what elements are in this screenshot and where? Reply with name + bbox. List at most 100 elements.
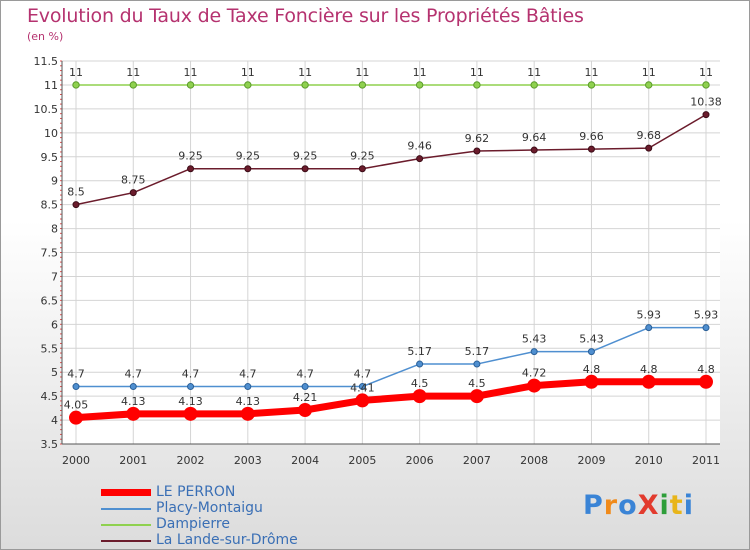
data-label-la-lande-sur-dr-me: 9.25 [350,150,375,163]
data-point-dampierre [702,81,710,89]
data-label-placy-montaigu: 4.7 [239,368,257,381]
data-label-placy-montaigu: 5.17 [407,345,432,358]
x-tick-label: 2002 [177,454,205,467]
data-label-la-lande-sur-dr-me: 9.46 [407,140,432,153]
data-point-la-lande-sur-dr-me [473,147,481,155]
data-label-la-lande-sur-dr-me: 9.62 [465,132,490,145]
y-tick-label: 7 [51,270,58,283]
data-point-la-lande-sur-dr-me [244,165,252,173]
y-tick-label: 10 [44,127,58,140]
data-point-dampierre [301,81,309,89]
data-point-le-perron [355,393,370,408]
data-point-le-perron [584,374,599,389]
logo-letter: i [683,490,694,521]
data-point-dampierre [645,81,653,89]
data-point-placy-montaigu [358,383,366,391]
data-label-le-perron: 4.05 [64,399,89,412]
legend-label-la-lande-sur-drome: La Lande-sur-Drôme [156,532,298,548]
y-tick-label: 11.5 [34,55,59,68]
data-point-la-lande-sur-dr-me [416,155,424,163]
data-point-dampierre [415,81,424,89]
data-point-dampierre [473,81,481,89]
x-tick-label: 2011 [692,454,720,467]
data-label-placy-montaigu: 5.43 [579,333,604,346]
data-point-dampierre [358,81,367,89]
plot-area: 3.5 4 4.5 5 5.5 6 6.5 7 7.5 8 8.5 9 9.5 10 10.5 11 11.5 2… [34,55,722,467]
y-tick-label: 11 [44,79,58,92]
data-point-placy-montaigu [645,324,653,332]
data-point-placy-montaigu [244,383,252,391]
x-tick-label: 2010 [635,454,663,467]
data-point-le-perron [641,374,656,389]
data-label-dampierre: 11 [527,66,541,79]
x-tick-label: 2009 [577,454,605,467]
legend-label-dampierre: Dampierre [156,516,230,532]
data-label-la-lande-sur-dr-me: 9.66 [579,130,604,143]
y-tick-label: 5.5 [41,342,59,355]
x-tick-label: 2007 [463,454,491,467]
data-point-la-lande-sur-dr-me [645,144,653,152]
legend-label-placy-montaigu: Placy-Montaigu [156,500,263,516]
logo-letter: X [637,490,660,521]
data-label-la-lande-sur-dr-me: 9.25 [178,150,203,163]
data-label-placy-montaigu: 5.93 [694,309,719,322]
logo-letter: P [583,490,604,521]
data-label-le-perron: 4.72 [522,367,547,380]
y-tick-label: 4 [51,414,58,427]
proxiti-logo: ProXiti [583,490,694,521]
y-tick-label: 10.5 [34,103,59,116]
data-point-placy-montaigu [702,324,710,332]
x-tick-label: 2005 [348,454,376,467]
data-point-la-lande-sur-dr-me [301,165,309,173]
data-point-le-perron [240,406,255,421]
data-label-dampierre: 11 [470,66,484,79]
chart-subtitle: (en %) [27,30,64,43]
data-point-la-lande-sur-dr-me [530,146,538,154]
data-label-dampierre: 11 [699,66,713,79]
data-point-le-perron [298,403,313,418]
data-label-dampierre: 11 [298,66,312,79]
y-tick-label: 7.5 [41,247,59,260]
legend-swatch-dampierre [101,524,151,526]
data-label-placy-montaigu: 4.7 [296,368,314,381]
data-label-dampierre: 11 [413,66,427,79]
data-label-placy-montaigu: 5.43 [522,333,547,346]
data-point-dampierre [587,81,596,89]
data-point-dampierre [244,81,252,89]
legend-swatch-la-lande-sur-drome [101,540,151,542]
data-label-le-perron: 4.13 [121,395,146,408]
data-label-dampierre: 11 [184,66,198,79]
data-label-le-perron: 4.13 [178,395,203,408]
x-tick-label: 2003 [234,454,262,467]
data-point-dampierre [129,81,137,89]
series-line-le-perron [72,378,710,422]
data-label-dampierre: 11 [69,66,83,79]
logo-letter: t [669,490,684,521]
data-point-le-perron [69,410,83,425]
data-point-dampierre [530,81,538,89]
data-label-dampierre: 11 [642,66,656,79]
series-line-placy-montaigu [75,326,707,388]
x-tick-label: 2004 [291,454,319,467]
data-point-placy-montaigu [416,360,424,368]
x-tick-label: 2000 [62,454,90,467]
data-label-la-lande-sur-dr-me: 9.68 [636,129,661,142]
y-tick-label: 8 [51,223,58,236]
legend-swatch-placy-montaigu [101,508,151,510]
y-tick-label: 9 [51,175,58,188]
data-label-le-perron: 4.8 [640,363,658,376]
data-point-placy-montaigu [187,383,195,391]
data-label-la-lande-sur-dr-me: 9.25 [293,150,318,163]
data-point-la-lande-sur-dr-me [702,111,710,119]
data-label-placy-montaigu: 4.7 [125,368,143,381]
data-label-dampierre: 11 [126,66,140,79]
data-label-placy-montaigu: 5.17 [465,345,490,358]
data-point-la-lande-sur-dr-me [358,165,366,173]
data-label-la-lande-sur-dr-me: 8.5 [67,186,85,199]
data-point-placy-montaigu [72,383,80,391]
x-tick-label: 2001 [119,454,147,467]
data-label-le-perron: 4.41 [350,381,375,394]
data-point-la-lande-sur-dr-me [587,145,595,153]
y-tick-label: 8.5 [41,199,59,212]
y-tick-label: 6 [51,318,58,331]
